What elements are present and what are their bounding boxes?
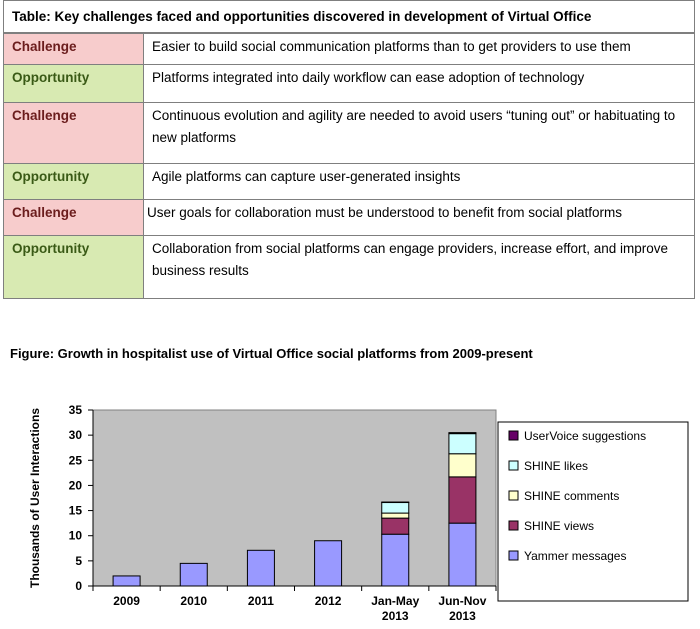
x-tick-label-line: 2013 bbox=[449, 609, 476, 623]
table-row: Opportunity Agile platforms can capture … bbox=[3, 163, 695, 200]
bar-segment bbox=[448, 453, 477, 478]
row-label: Opportunity bbox=[3, 163, 144, 200]
challenges-grid: Challenge Easier to build social communi… bbox=[3, 33, 695, 299]
y-tick-label: 30 bbox=[69, 428, 83, 442]
legend-swatch bbox=[508, 460, 519, 471]
legend-swatch bbox=[508, 430, 519, 441]
bar-segment bbox=[381, 517, 410, 535]
table-title: Table: Key challenges faced and opportun… bbox=[3, 0, 695, 33]
row-label: Challenge bbox=[3, 199, 144, 236]
table-row: Challenge User goals for collaboration m… bbox=[3, 199, 695, 236]
bar-segment bbox=[448, 433, 477, 455]
bar-segment bbox=[246, 549, 275, 587]
bar-segment bbox=[381, 502, 410, 514]
bar-segment bbox=[381, 501, 410, 504]
bar-segment bbox=[448, 476, 477, 524]
x-tick-label: 2010 bbox=[180, 594, 207, 608]
stacked-bar-chart: 0 5 10 15 20 25 30 35 Thousands of User Interact… bbox=[28, 403, 689, 623]
y-tick-label: 20 bbox=[69, 478, 83, 492]
bar-segment bbox=[381, 533, 410, 587]
y-tick-label: 35 bbox=[69, 403, 83, 417]
y-tick-label: 0 bbox=[75, 579, 82, 593]
row-text: Continuous evolution and agility are nee… bbox=[143, 102, 695, 164]
x-tick-label: 2011 bbox=[248, 594, 274, 608]
row-text: Easier to build social communication pla… bbox=[143, 33, 695, 65]
row-label: Opportunity bbox=[3, 64, 144, 103]
legend-label: SHINE likes bbox=[524, 459, 588, 473]
table-row: Opportunity Collaboration from social pl… bbox=[3, 235, 695, 299]
row-label: Challenge bbox=[3, 102, 144, 164]
table-row: Challenge Easier to build social communi… bbox=[3, 33, 695, 65]
x-tick-label-line: Jan-May bbox=[371, 594, 419, 608]
x-tick-label-line: 2010 bbox=[180, 594, 207, 608]
legend-swatch bbox=[508, 490, 519, 501]
x-tick-label-line: 2009 bbox=[113, 594, 140, 608]
x-tick-label: Jun-Nov 2013 bbox=[438, 594, 486, 623]
bar-segment bbox=[381, 512, 410, 519]
x-tick-label: 2012 bbox=[315, 594, 342, 608]
legend-swatch bbox=[508, 520, 519, 531]
table-row: Challenge Continuous evolution and agili… bbox=[3, 102, 695, 164]
table-row: Opportunity Platforms integrated into da… bbox=[3, 64, 695, 103]
row-text: User goals for collaboration must be und… bbox=[143, 199, 695, 236]
bar-segment bbox=[179, 562, 208, 587]
x-tick-label: Jan-May 2013 bbox=[371, 594, 419, 623]
legend-label: Yammer messages bbox=[524, 549, 626, 563]
legend-label: SHINE comments bbox=[524, 489, 619, 503]
y-axis-label: Thousands of User Interactions bbox=[28, 408, 42, 588]
challenges-table: Table: Key challenges faced and opportun… bbox=[3, 0, 695, 299]
x-tick-label-line: 2013 bbox=[382, 609, 409, 623]
plot-area bbox=[92, 409, 497, 587]
y-tick-label: 10 bbox=[69, 529, 83, 543]
x-tick-label-line: Jun-Nov bbox=[438, 594, 486, 608]
x-tick-label-line: 2012 bbox=[315, 594, 342, 608]
figure-title: Figure: Growth in hospitalist use of Vir… bbox=[10, 346, 533, 361]
legend-swatch bbox=[508, 550, 519, 561]
legend-box bbox=[497, 421, 689, 602]
bar-segment bbox=[314, 540, 343, 587]
y-tick-label: 15 bbox=[69, 504, 83, 518]
y-tick-label: 25 bbox=[69, 453, 83, 467]
legend-label: SHINE views bbox=[524, 519, 594, 533]
row-label: Challenge bbox=[3, 33, 144, 65]
row-text: Platforms integrated into daily workflow… bbox=[143, 64, 695, 103]
legend-label: UserVoice suggestions bbox=[524, 429, 646, 443]
row-label: Opportunity bbox=[3, 235, 144, 299]
bar-segment bbox=[448, 432, 477, 435]
bar-segment bbox=[112, 575, 141, 587]
x-tick-label-line: 2011 bbox=[248, 594, 274, 608]
bar-segment bbox=[448, 522, 477, 587]
row-text: Agile platforms can capture user-generat… bbox=[143, 163, 695, 200]
x-tick-label: 2009 bbox=[113, 594, 140, 608]
row-text: Collaboration from social platforms can … bbox=[143, 235, 695, 299]
y-tick-label: 5 bbox=[75, 554, 82, 568]
